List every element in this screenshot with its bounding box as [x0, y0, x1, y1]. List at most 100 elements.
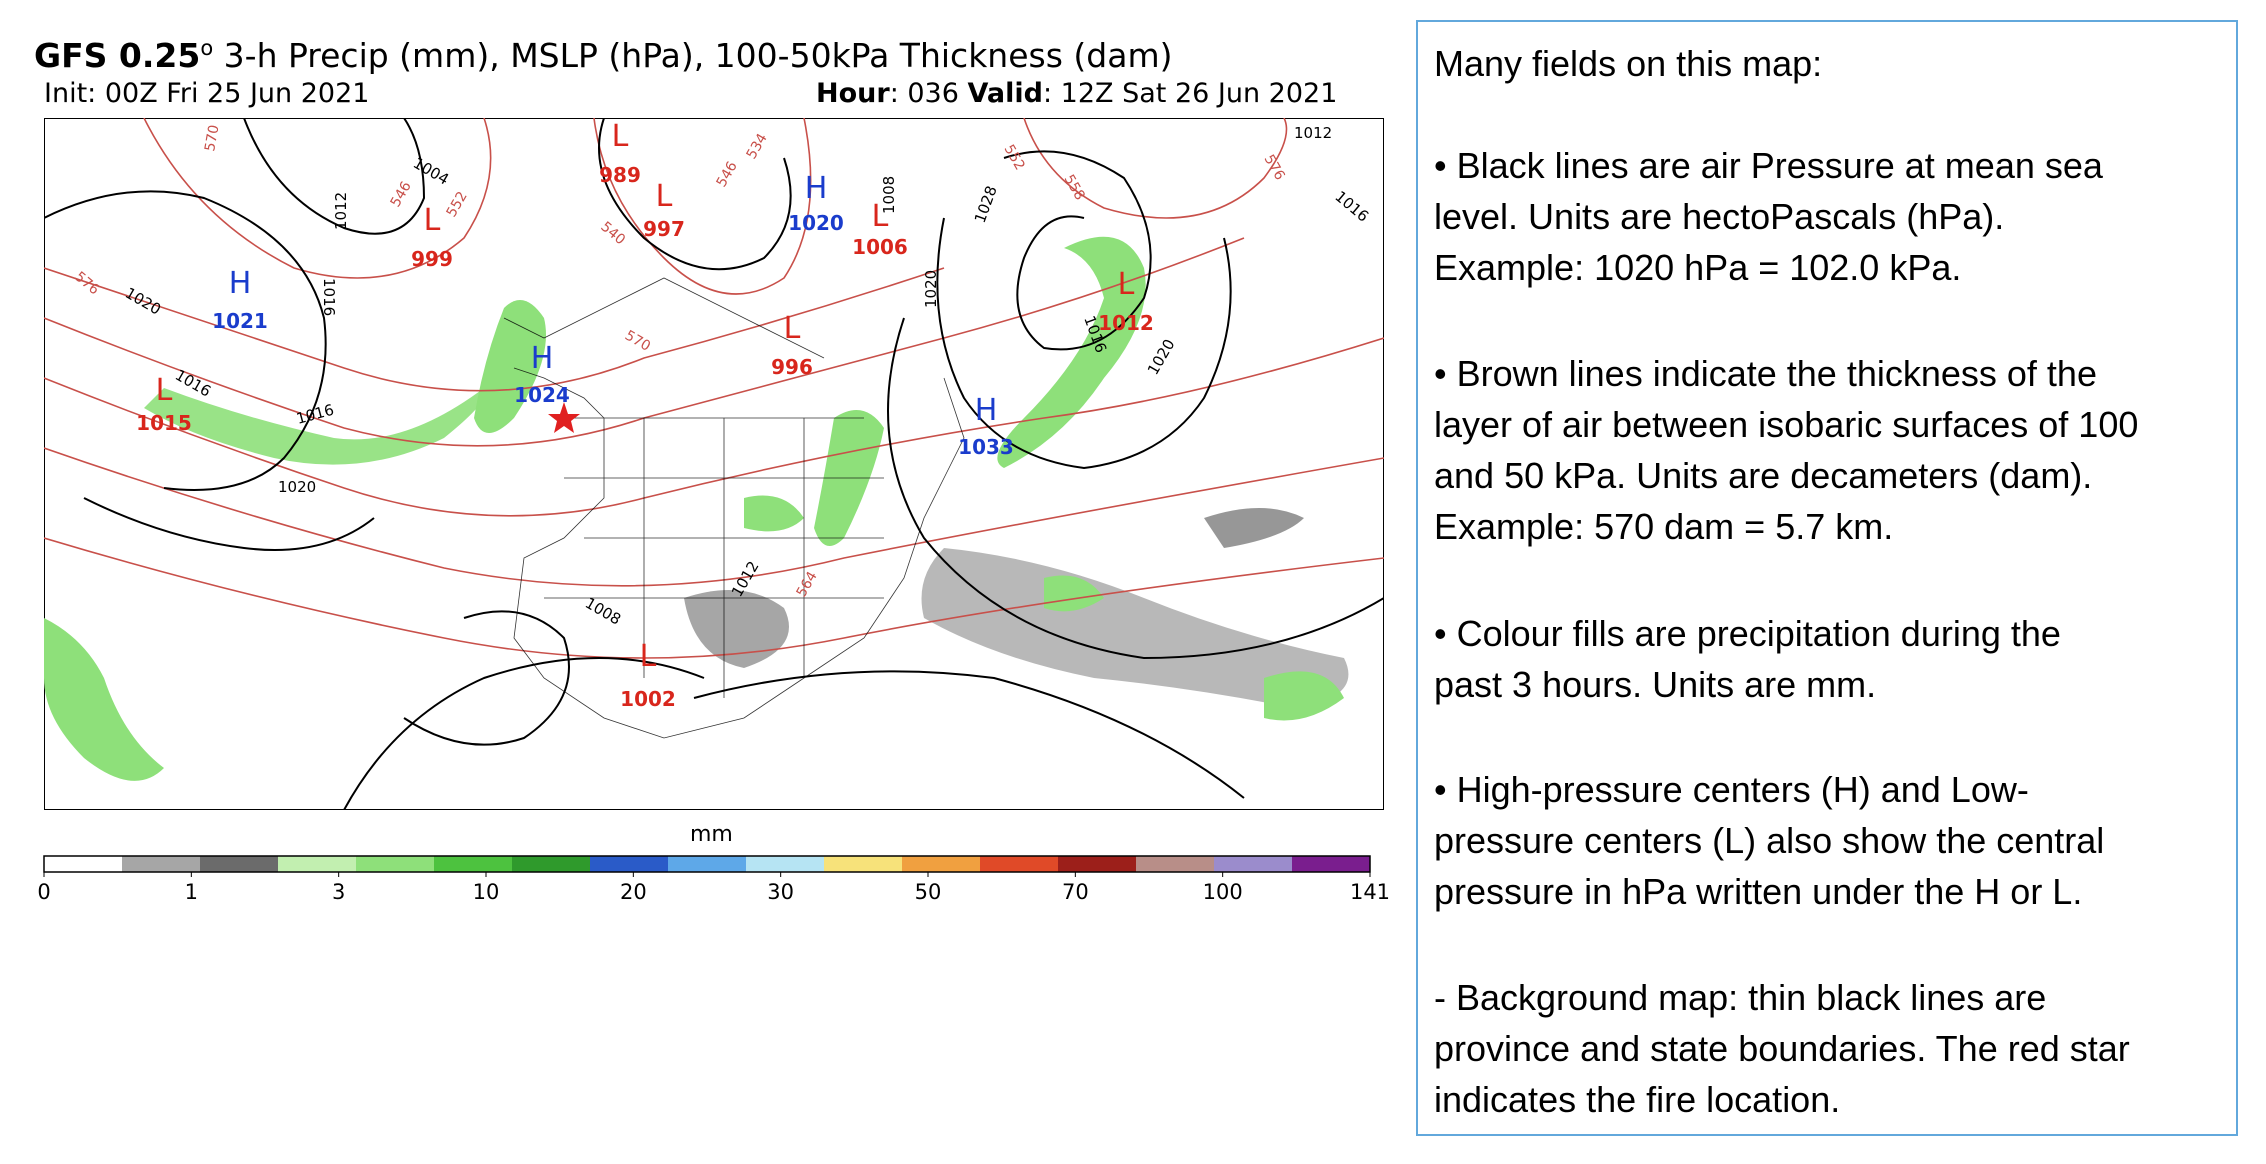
colorbar-segment — [1058, 856, 1137, 872]
colorbar-segment — [1292, 856, 1371, 872]
precip-area — [921, 548, 1349, 708]
colorbar-segment — [1136, 856, 1215, 872]
low-pressure-letter: L — [1118, 267, 1135, 302]
colorbar-unit: mm — [690, 822, 733, 847]
colorbar-segment — [902, 856, 981, 872]
valid-time: Hour: 036 Valid: 12Z Sat 26 Jun 2021 — [816, 78, 1337, 109]
textbox-pressure-line-2: level. Units are hectoPascals (hPa). — [1434, 196, 2005, 237]
low-pressure-letter: L — [872, 199, 889, 234]
precip-area — [44, 618, 164, 781]
colorbar-tick-label: 10 — [473, 880, 500, 904]
low-pressure-value: 1006 — [852, 235, 908, 259]
textbox-centers-line-1: • High-pressure centers (H) and Low- — [1434, 769, 2029, 810]
isobar-contours — [44, 118, 1384, 810]
high-pressure-value: 1033 — [958, 435, 1014, 459]
textbox-thickness-line-4: Example: 570 dam = 5.7 km. — [1434, 506, 1894, 547]
pressure-centers: H 1021 L 1015 L 999 L 989 L 997 H 1020 L… — [136, 119, 1154, 711]
colorbar-segment — [746, 856, 825, 872]
colorbar-tick-label: 141 — [1350, 880, 1390, 904]
textbox-centers-line-2: pressure centers (L) also show the centr… — [1434, 820, 2105, 861]
textbox-thickness-line-3: and 50 kPa. Units are decameters (dam). — [1434, 455, 2093, 496]
precip-area — [1044, 575, 1104, 612]
title-fields: 3-h Precip (mm), MSLP (hPa), 100-50kPa T… — [213, 36, 1173, 75]
low-pressure-value: 997 — [643, 217, 685, 241]
map-frame — [44, 118, 1384, 810]
low-pressure-letter: L — [640, 639, 657, 674]
low-pressure-letter: L — [612, 119, 629, 154]
isobar-label: 1020 — [922, 270, 940, 308]
low-pressure-value: 989 — [599, 163, 641, 187]
isobar-label: 1020 — [278, 478, 316, 496]
textbox-pressure-line-3: Example: 1020 hPa = 102.0 kPa. — [1434, 247, 1962, 288]
high-pressure-letter: H — [975, 393, 998, 428]
isobar-label: 1016 — [320, 278, 338, 316]
precip-area — [997, 236, 1146, 468]
hour-value: : 036 — [889, 78, 959, 109]
fire-location-star — [548, 402, 580, 433]
colorbar-tick-label: 70 — [1062, 880, 1089, 904]
high-pressure-value: 1024 — [514, 383, 570, 407]
low-pressure-letter: L — [656, 179, 673, 214]
thickness-label: 570 — [202, 124, 222, 153]
colorbar-segment — [278, 856, 357, 872]
thickness-contours — [44, 118, 1384, 659]
hour-label: Hour — [816, 78, 890, 109]
high-pressure-letter: H — [229, 266, 252, 301]
precip-area — [1264, 671, 1344, 721]
valid-label: Valid — [967, 78, 1043, 109]
colorbar-segment — [44, 856, 123, 872]
precip-area — [1204, 508, 1304, 548]
colorbar-tick-label: 30 — [767, 880, 794, 904]
textbox-precip-line-2: past 3 hours. Units are mm. — [1434, 664, 1877, 705]
colorbar-segment — [512, 856, 591, 872]
low-pressure-value: 1012 — [1098, 311, 1154, 335]
high-pressure-letter: H — [531, 341, 554, 376]
textbox-thickness-line-2: layer of air between isobaric surfaces o… — [1434, 404, 2139, 445]
colorbar-segment — [590, 856, 669, 872]
colorbar-tick-label: 1 — [185, 880, 198, 904]
textbox-background-line-3: indicates the fire location. — [1434, 1079, 1841, 1120]
colorbar-segment — [200, 856, 279, 872]
colorbar-segment — [668, 856, 747, 872]
title-model: GFS 0.25 — [34, 36, 201, 75]
state-boundaries — [503, 277, 965, 739]
colorbar-tick-label: 50 — [915, 880, 942, 904]
valid-value: : 12Z Sat 26 Jun 2021 — [1042, 78, 1338, 109]
weather-map: H 1021 L 1015 L 999 L 989 L 997 H 1020 L… — [44, 118, 1384, 810]
textbox-heading: Many fields on this map: — [1434, 43, 1823, 84]
low-pressure-letter: L — [784, 311, 801, 346]
isobar-label: 1012 — [332, 192, 350, 230]
colorbar-tick-label: 3 — [332, 880, 345, 904]
title-degree: o — [200, 36, 214, 60]
explanation-box — [1416, 20, 2238, 1136]
colorbar-segment — [980, 856, 1059, 872]
low-pressure-letter: L — [424, 203, 441, 238]
precip-area — [144, 388, 486, 465]
isobar-label: 1008 — [880, 176, 898, 214]
precip-colorbar: 0 1 3 10 20 30 50 70 100 141 — [37, 855, 1390, 904]
low-pressure-value: 1015 — [136, 411, 192, 435]
high-pressure-value: 1021 — [212, 309, 268, 333]
textbox-pressure-line-1: • Black lines are air Pressure at mean s… — [1434, 145, 2103, 186]
colorbar-segment — [356, 856, 435, 872]
map-title: GFS 0.25o 3-h Precip (mm), MSLP (hPa), 1… — [34, 36, 1172, 75]
textbox-centers-line-3: pressure in hPa written under the H or L… — [1434, 871, 2083, 912]
colorbar-segment — [434, 856, 513, 872]
colorbar-tick-label: 0 — [37, 880, 50, 904]
init-time: Init: 00Z Fri 25 Jun 2021 — [44, 78, 370, 109]
colorbar-segment — [824, 856, 903, 872]
colorbar-tick-label: 20 — [620, 880, 647, 904]
precip-area — [744, 495, 804, 532]
low-pressure-value: 999 — [411, 247, 453, 271]
colorbar-tick-label: 100 — [1203, 880, 1243, 904]
precip-area — [474, 300, 546, 433]
colorbar-frame — [43, 855, 1371, 873]
low-pressure-value: 1002 — [620, 687, 676, 711]
precipitation-fills — [44, 236, 1349, 781]
colorbar-segment — [122, 856, 201, 872]
high-pressure-value: 1020 — [788, 211, 844, 235]
low-pressure-letter: L — [156, 373, 173, 408]
high-pressure-letter: H — [805, 171, 828, 206]
colorbar-segment — [1214, 856, 1293, 872]
textbox-thickness-line-1: • Brown lines indicate the thickness of … — [1434, 353, 2097, 394]
